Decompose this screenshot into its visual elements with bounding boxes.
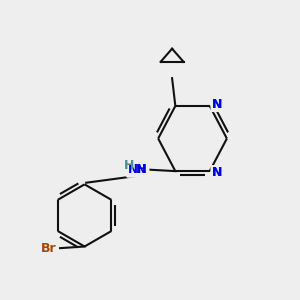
Text: Br: Br bbox=[41, 242, 56, 255]
Text: N: N bbox=[136, 163, 146, 176]
Text: N: N bbox=[212, 166, 222, 179]
Text: H: H bbox=[124, 159, 135, 172]
Text: N: N bbox=[212, 166, 222, 179]
Text: N: N bbox=[212, 166, 222, 179]
Text: N: N bbox=[212, 98, 222, 111]
Text: N: N bbox=[212, 98, 222, 111]
Text: NH: NH bbox=[128, 163, 148, 176]
Text: N: N bbox=[212, 98, 222, 111]
